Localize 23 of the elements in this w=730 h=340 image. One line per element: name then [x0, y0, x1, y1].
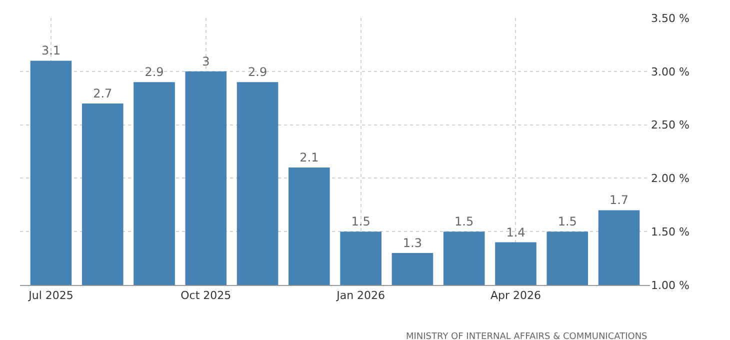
x-tick-label: Apr 2026 — [490, 289, 542, 302]
x-tick-label: Oct 2025 — [180, 289, 232, 302]
x-tick-label: Jan 2026 — [336, 289, 386, 302]
data-label: 3.1 — [41, 44, 61, 58]
data-label: 1.5 — [558, 214, 577, 229]
data-label: 1.5 — [454, 214, 474, 229]
text: MINISTRY OF INTERNAL AFFAIRS & COMMUNICATIONS — [406, 332, 648, 340]
y-tick-label: 3.00 % — [651, 65, 690, 78]
data-label: 2.7 — [93, 86, 112, 100]
y-tick-label: 1.00 % — [651, 278, 690, 292]
y-tick-label: 2.50 % — [651, 118, 690, 132]
y-tick-label: 2.00 % — [651, 172, 690, 186]
data-label: 2.1 — [300, 150, 319, 165]
x-tick-label: Jul 2025 — [28, 289, 74, 302]
data-label: 2.9 — [248, 65, 268, 80]
data-label: 2.9 — [144, 65, 164, 80]
data-label: 1.5 — [351, 214, 370, 229]
y-tick-label: 1.50 % — [651, 225, 690, 238]
data-label: 1.7 — [609, 193, 629, 208]
y-tick-label: 3.50 % — [651, 12, 690, 25]
data-label: 1.4 — [506, 225, 526, 240]
data-label: 1.3 — [402, 236, 422, 250]
data-label: 3 — [202, 54, 210, 68]
